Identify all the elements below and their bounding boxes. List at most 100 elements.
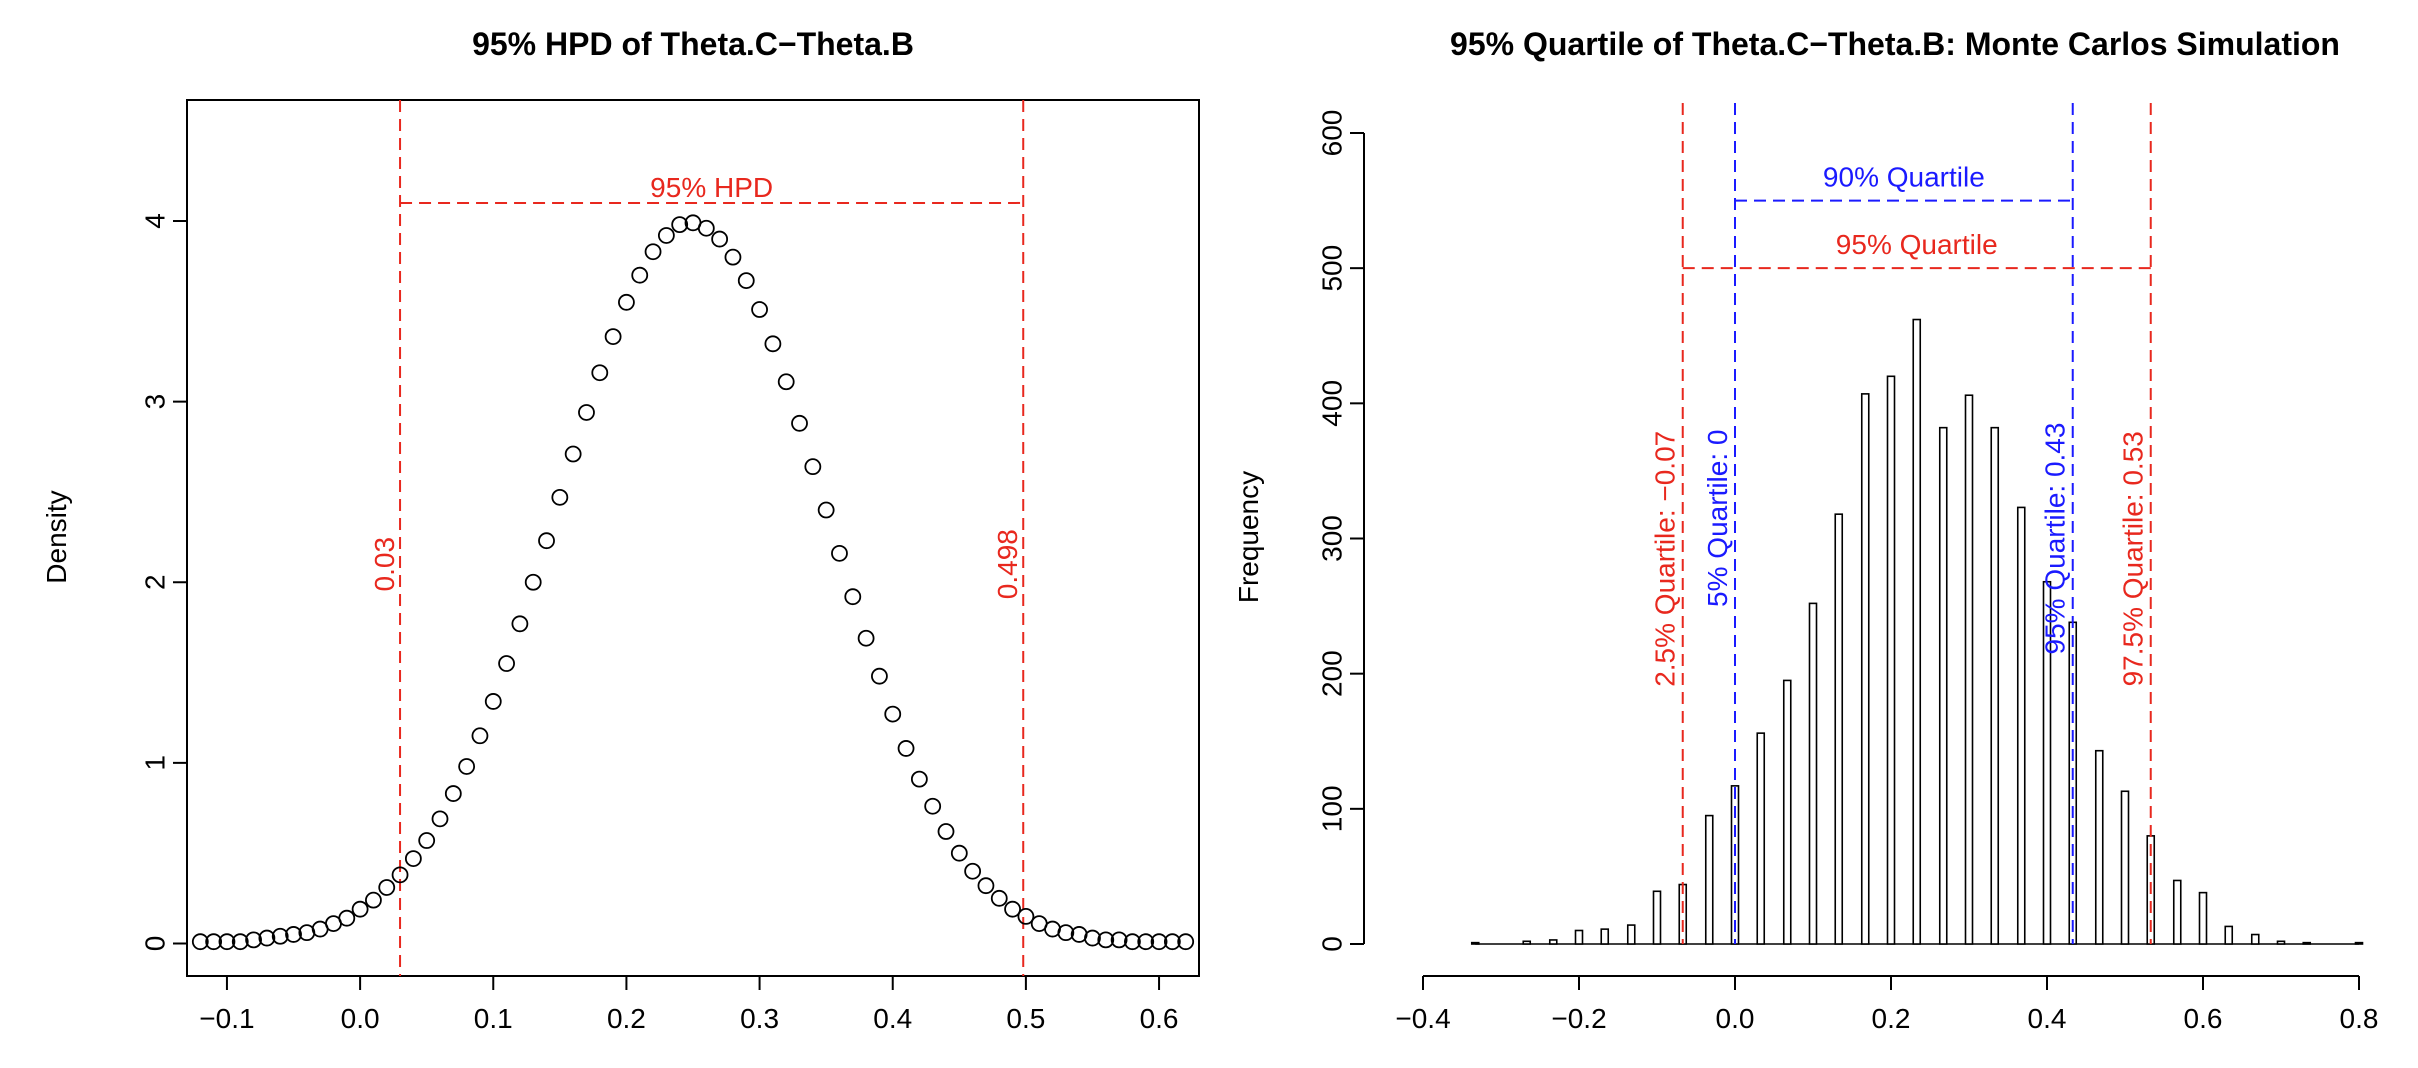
density-point bbox=[338, 909, 356, 927]
density-point bbox=[404, 850, 422, 867]
histogram-bar bbox=[1964, 394, 1974, 945]
histogram-bar bbox=[2172, 879, 2182, 945]
density-point bbox=[1150, 933, 1168, 951]
hpd-density-chart: 95% HPD of Theta.C−Theta.B Density −0.1 0… bbox=[41, 26, 1200, 1034]
quartile-y-tick-label: 0 bbox=[1316, 936, 1347, 952]
histogram-bar bbox=[1990, 426, 2000, 945]
density-point bbox=[871, 667, 888, 685]
density-point bbox=[657, 227, 675, 244]
histogram-bar bbox=[1652, 890, 1662, 945]
quartile-y-tick-label: 300 bbox=[1316, 515, 1347, 562]
density-point bbox=[271, 927, 289, 945]
density-point bbox=[231, 933, 249, 951]
hpd-x-tick-label: 0.2 bbox=[607, 1003, 646, 1034]
density-point bbox=[431, 810, 449, 828]
hpd-x-tick-label: 0.0 bbox=[341, 1003, 380, 1034]
density-point bbox=[205, 933, 223, 951]
density-point bbox=[458, 758, 476, 775]
histogram-bar bbox=[2198, 891, 2208, 945]
quartile-x-tick-label: 0.2 bbox=[1872, 1003, 1911, 1034]
density-point bbox=[538, 532, 555, 550]
density-point bbox=[950, 844, 968, 862]
hpd-x-tick-label: 0.4 bbox=[873, 1003, 912, 1034]
density-point bbox=[724, 248, 742, 266]
histogram-bar bbox=[1704, 814, 1714, 945]
density-point bbox=[791, 414, 808, 432]
density-point bbox=[844, 588, 862, 606]
density-point bbox=[631, 266, 649, 284]
quartile-y-tick-label: 100 bbox=[1316, 785, 1347, 832]
quartile-y-tick-label: 200 bbox=[1316, 650, 1347, 697]
density-point bbox=[258, 929, 276, 947]
density-point bbox=[564, 445, 582, 463]
quartile-chart-y-axis-label: Frequency bbox=[1233, 471, 1264, 603]
histogram-bar bbox=[1548, 939, 1558, 945]
density-point bbox=[910, 770, 928, 788]
quartile-x-tick-label: 0.4 bbox=[2028, 1003, 2067, 1034]
density-point bbox=[1137, 933, 1155, 951]
histogram-bar bbox=[1600, 928, 1610, 945]
quartile-y-tick-label: 400 bbox=[1316, 380, 1347, 427]
histogram-bar bbox=[1886, 375, 1896, 945]
histogram-bar bbox=[2120, 790, 2130, 945]
density-point bbox=[897, 740, 915, 757]
density-point bbox=[591, 364, 609, 382]
density-point bbox=[191, 933, 209, 951]
histogram-bar bbox=[1574, 929, 1584, 945]
histogram-bar bbox=[2302, 941, 2312, 945]
density-point bbox=[1097, 931, 1115, 949]
histogram-bar bbox=[1626, 924, 1636, 945]
quartile-x-tick-label: −0.4 bbox=[1395, 1003, 1450, 1034]
hpd-x-tick-label: 0.1 bbox=[474, 1003, 513, 1034]
density-point bbox=[1017, 907, 1035, 925]
quartile-y-tick-label: 600 bbox=[1316, 110, 1347, 157]
density-point bbox=[618, 293, 635, 311]
density-point bbox=[884, 705, 902, 723]
density-point bbox=[444, 785, 462, 802]
quartile-histogram-chart: 95% Quartile of Theta.C−Theta.B: Monte C… bbox=[1233, 26, 2378, 1034]
hpd-chart-title: 95% HPD of Theta.C−Theta.B bbox=[472, 26, 914, 62]
quartile-x-tick-label: −0.2 bbox=[1551, 1003, 1606, 1034]
hpd-y-tick-label: 2 bbox=[139, 574, 170, 590]
hpd-bound-label: 0.498 bbox=[992, 529, 1023, 599]
hpd-chart-plot-frame bbox=[186, 99, 1200, 977]
hpd-x-tick-label: 0.5 bbox=[1006, 1003, 1045, 1034]
hpd-bound-label: 0.03 bbox=[369, 537, 400, 592]
hpd-interval-label: 95% HPD bbox=[650, 172, 773, 203]
density-point bbox=[777, 373, 795, 391]
quartile-bound-label: 97.5% Quartile: 0.53 bbox=[2118, 431, 2149, 686]
quartile-bound-label: 2.5% Quartile: −0.07 bbox=[1650, 431, 1681, 687]
histogram-bar bbox=[1782, 679, 1792, 945]
density-point bbox=[831, 544, 848, 562]
histogram-bar bbox=[1808, 602, 1818, 945]
density-point bbox=[391, 866, 409, 884]
histogram-bar bbox=[2250, 933, 2260, 945]
density-point bbox=[711, 230, 729, 248]
histogram-bar bbox=[1522, 940, 1532, 945]
hpd-x-tick-label: 0.6 bbox=[1140, 1003, 1179, 1034]
quartile-interval-label: 90% Quartile bbox=[1823, 162, 1985, 193]
hpd-y-tick-label: 4 bbox=[139, 213, 170, 229]
density-point bbox=[764, 335, 782, 353]
density-point bbox=[365, 891, 382, 909]
density-point bbox=[285, 926, 302, 943]
histogram-bar bbox=[2276, 940, 2286, 945]
density-point bbox=[1084, 929, 1101, 947]
histogram-bar bbox=[2016, 506, 2026, 945]
hpd-x-tick-label: −0.1 bbox=[199, 1003, 254, 1034]
density-point bbox=[1124, 933, 1141, 951]
hpd-chart-y-axis-label: Density bbox=[41, 490, 72, 583]
density-point bbox=[697, 219, 715, 237]
density-point bbox=[1177, 933, 1195, 951]
density-point bbox=[498, 655, 515, 672]
density-point bbox=[937, 823, 955, 840]
hpd-x-tick-label: 0.3 bbox=[740, 1003, 779, 1034]
histogram-bar bbox=[1938, 426, 1948, 945]
quartile-x-tick-label: 0.0 bbox=[1716, 1003, 1755, 1034]
quartile-y-tick-label: 500 bbox=[1316, 245, 1347, 292]
density-point bbox=[418, 832, 436, 849]
density-point bbox=[551, 488, 569, 506]
histogram-bar bbox=[1834, 513, 1844, 945]
histogram-bar bbox=[1912, 318, 1922, 945]
